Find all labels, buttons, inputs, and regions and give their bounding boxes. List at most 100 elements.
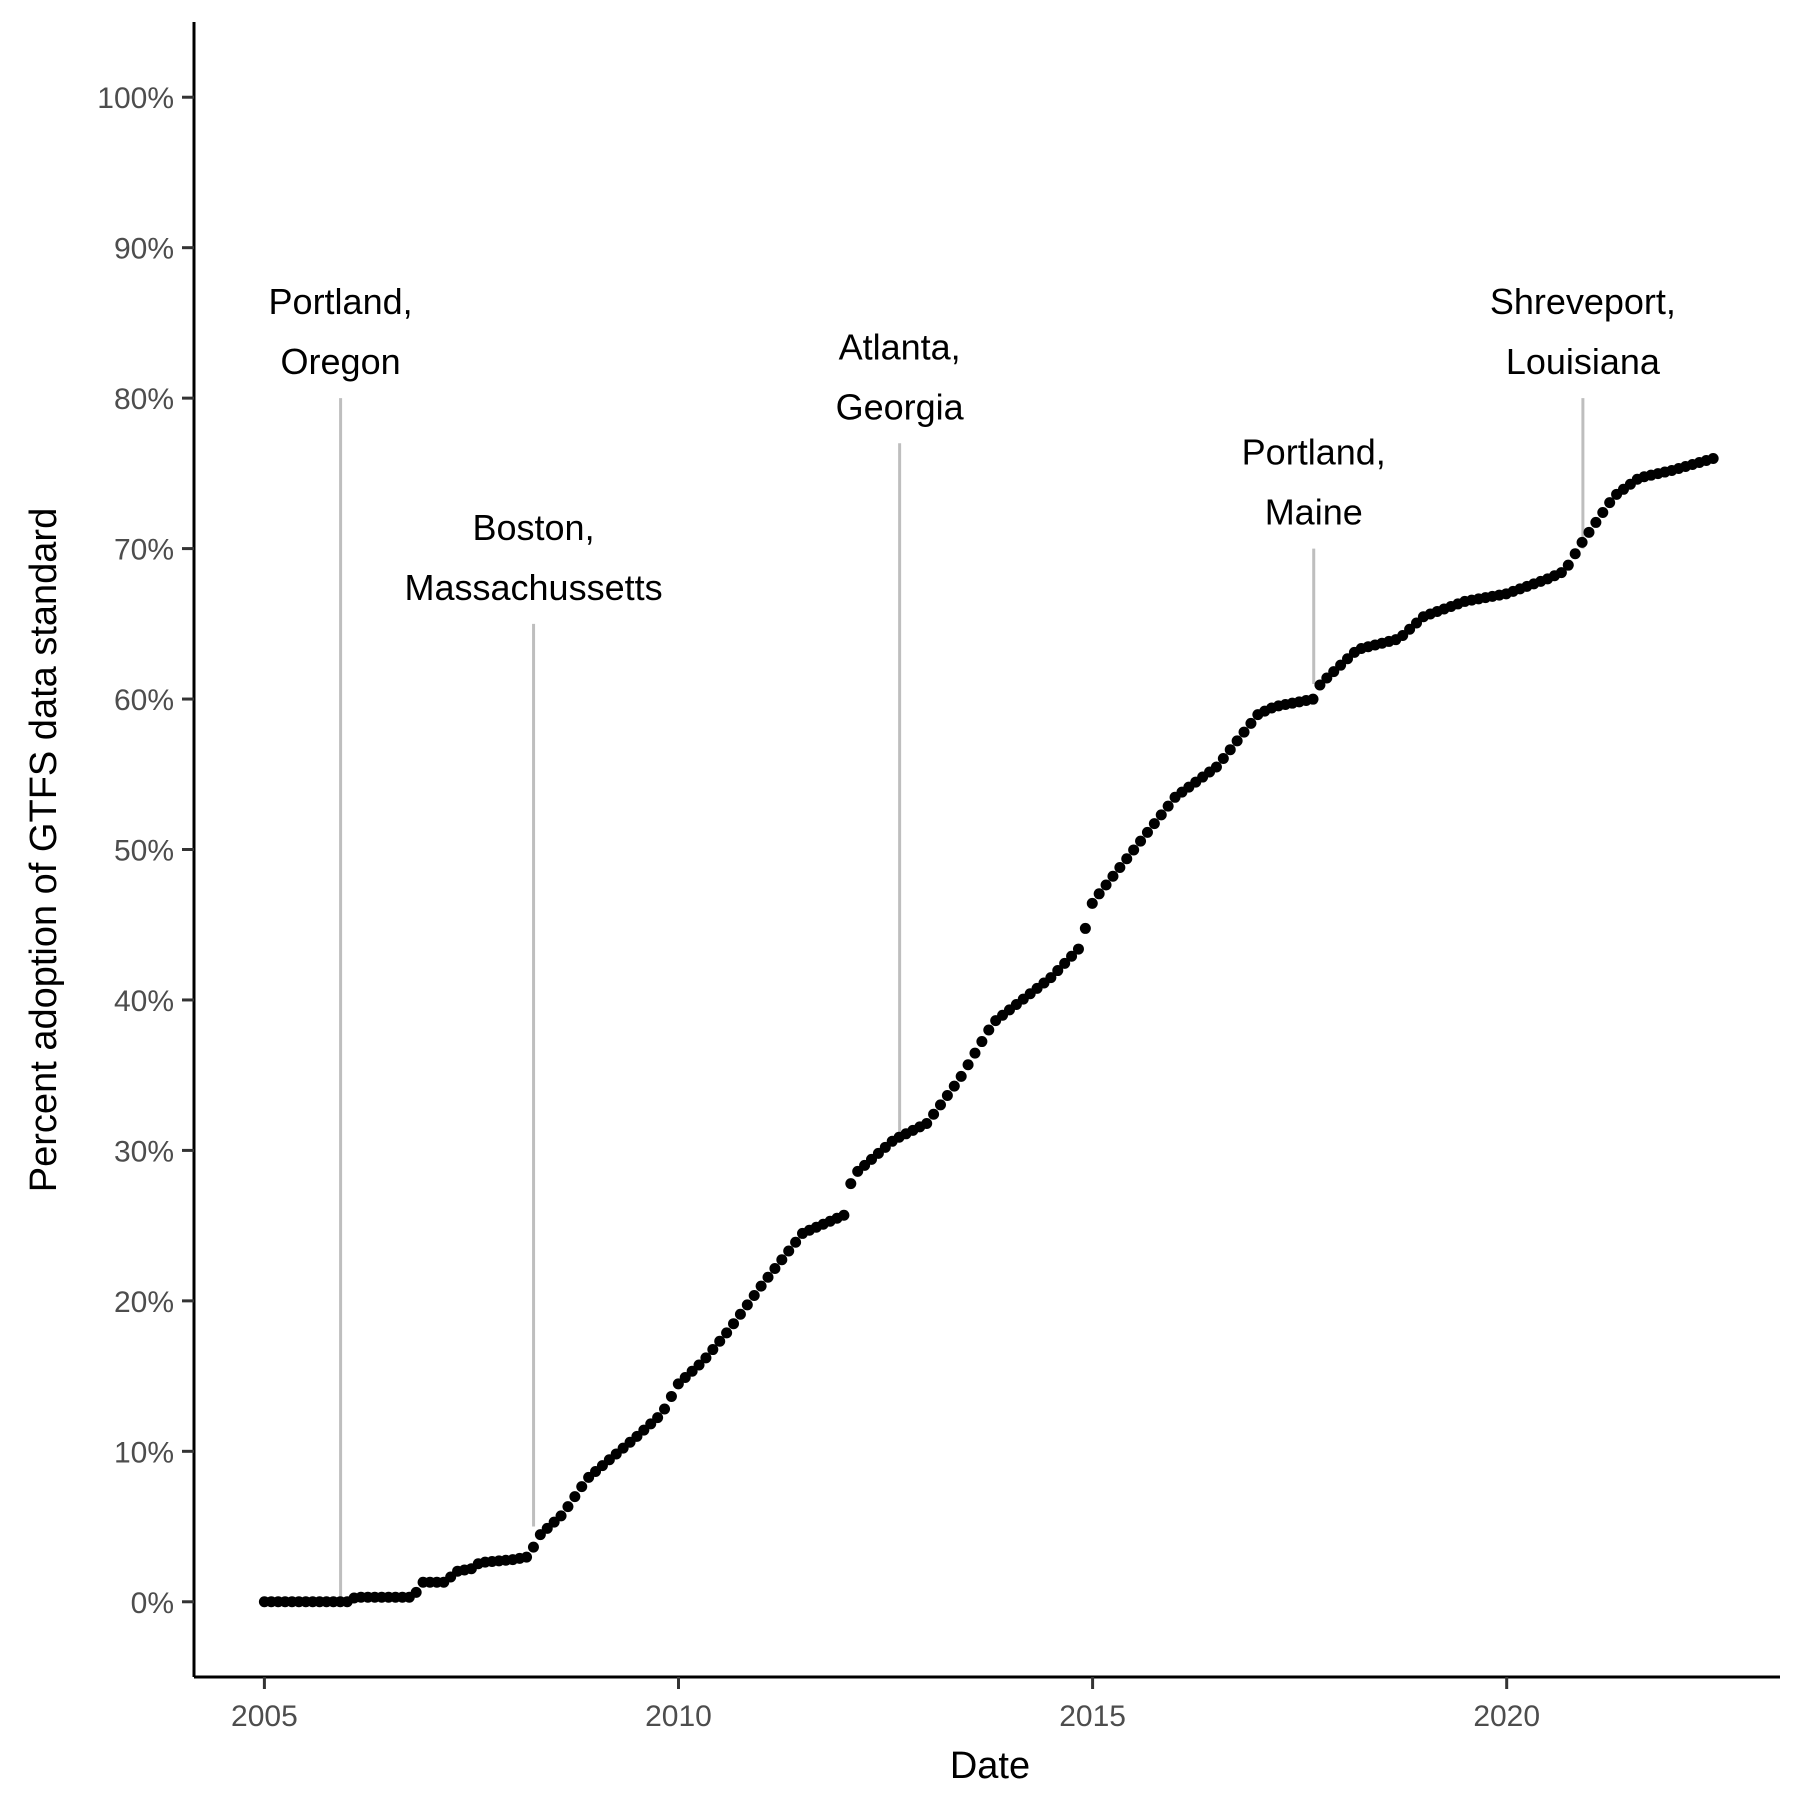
data-point xyxy=(976,1036,988,1048)
data-point xyxy=(1321,672,1333,684)
y-tick-label: 40% xyxy=(114,985,174,1018)
annotation-label: Oregon xyxy=(281,341,401,382)
data-point xyxy=(1314,679,1326,691)
data-point xyxy=(527,1541,539,1553)
data-point xyxy=(969,1047,981,1059)
data-point xyxy=(1583,526,1595,538)
data-point xyxy=(1059,957,1071,969)
y-tick-label: 10% xyxy=(114,1436,174,1469)
data-point xyxy=(921,1117,933,1129)
data-point xyxy=(1231,735,1243,747)
y-tick-label: 30% xyxy=(114,1135,174,1168)
data-point xyxy=(1224,744,1236,756)
data-point xyxy=(845,1178,857,1190)
x-tick-label: 2010 xyxy=(645,1700,712,1733)
data-point xyxy=(1114,861,1126,873)
data-point xyxy=(1086,897,1098,909)
y-tick-label: 60% xyxy=(114,684,174,717)
data-point xyxy=(1066,950,1078,962)
data-point xyxy=(659,1403,671,1415)
data-point xyxy=(790,1236,802,1248)
data-point xyxy=(983,1024,995,1036)
data-point xyxy=(1052,965,1064,977)
data-point xyxy=(562,1501,574,1513)
y-tick-label: 70% xyxy=(114,534,174,567)
annotation-lines xyxy=(339,398,1585,1599)
data-point xyxy=(1555,567,1567,579)
y-tick-label: 50% xyxy=(114,835,174,868)
annotation-label: Portland, xyxy=(269,281,413,322)
data-point xyxy=(1707,452,1719,464)
data-point xyxy=(1093,888,1105,900)
data-point xyxy=(1045,972,1057,984)
annotation-label: Massachussetts xyxy=(405,567,663,608)
data-point xyxy=(755,1280,767,1292)
annotation-label: Maine xyxy=(1265,492,1363,533)
data-point xyxy=(1238,726,1250,738)
data-point xyxy=(1141,826,1153,838)
data-point xyxy=(1562,559,1574,571)
data-point xyxy=(721,1327,733,1339)
data-point xyxy=(734,1308,746,1320)
data-point xyxy=(569,1491,581,1503)
y-tick-label: 0% xyxy=(131,1587,174,1620)
data-point xyxy=(941,1089,953,1101)
data-point xyxy=(1100,879,1112,891)
annotation-label: Shreveport, xyxy=(1490,281,1676,322)
data-point xyxy=(741,1299,753,1311)
data-point xyxy=(1079,922,1091,934)
data-point xyxy=(838,1209,850,1221)
y-axis-title: Percent adoption of GTFS data standard xyxy=(23,508,65,1192)
data-point xyxy=(652,1412,664,1424)
data-point xyxy=(576,1481,588,1493)
y-tick-label: 80% xyxy=(114,383,174,416)
y-ticks: 0% 10% 20% 30% 40% 50% 60% 70% 80% 90% 100% xyxy=(97,82,194,1620)
data-point xyxy=(1155,809,1167,821)
data-point xyxy=(1335,659,1347,671)
x-tick-label: 2005 xyxy=(231,1700,298,1733)
data-point xyxy=(1569,548,1581,560)
data-point xyxy=(728,1318,740,1330)
data-point xyxy=(1162,800,1174,812)
data-point xyxy=(1148,818,1160,830)
data-point xyxy=(1245,717,1257,729)
y-tick-label: 20% xyxy=(114,1286,174,1319)
data-point xyxy=(410,1586,422,1598)
data-point xyxy=(1128,844,1140,856)
annotation-labels: Portland, Oregon Boston, Massachussetts Atla… xyxy=(269,281,1676,608)
data-point xyxy=(955,1070,967,1082)
data-point xyxy=(1217,752,1229,764)
data-point xyxy=(1342,653,1354,665)
data-point xyxy=(776,1254,788,1266)
annotation-label: Boston, xyxy=(473,507,595,548)
data-point xyxy=(707,1344,719,1356)
data-point xyxy=(714,1335,726,1347)
y-tick-label: 90% xyxy=(114,233,174,266)
data-point xyxy=(665,1390,677,1402)
x-tick-label: 2015 xyxy=(1059,1700,1126,1733)
data-point xyxy=(672,1378,684,1390)
data-point xyxy=(1604,497,1616,509)
data-point xyxy=(762,1271,774,1283)
data-point xyxy=(1576,536,1588,548)
data-point xyxy=(748,1289,760,1301)
data-point xyxy=(948,1080,960,1092)
data-point xyxy=(1210,761,1222,773)
data-point xyxy=(962,1059,974,1071)
data-point xyxy=(1590,516,1602,528)
annotation-label: Portland, xyxy=(1242,432,1386,473)
data-point xyxy=(1072,943,1084,955)
data-point xyxy=(521,1551,533,1563)
data-point xyxy=(693,1359,705,1371)
data-point xyxy=(1135,835,1147,847)
x-ticks: 2005 2010 2015 2020 xyxy=(231,1677,1540,1733)
y-tick-label: 100% xyxy=(97,82,174,115)
data-point xyxy=(1121,853,1133,865)
data-point xyxy=(1307,693,1319,705)
data-point xyxy=(1597,507,1609,519)
data-point xyxy=(934,1099,946,1111)
annotation-label: Georgia xyxy=(836,386,965,427)
x-axis-title: Date xyxy=(950,1745,1030,1787)
